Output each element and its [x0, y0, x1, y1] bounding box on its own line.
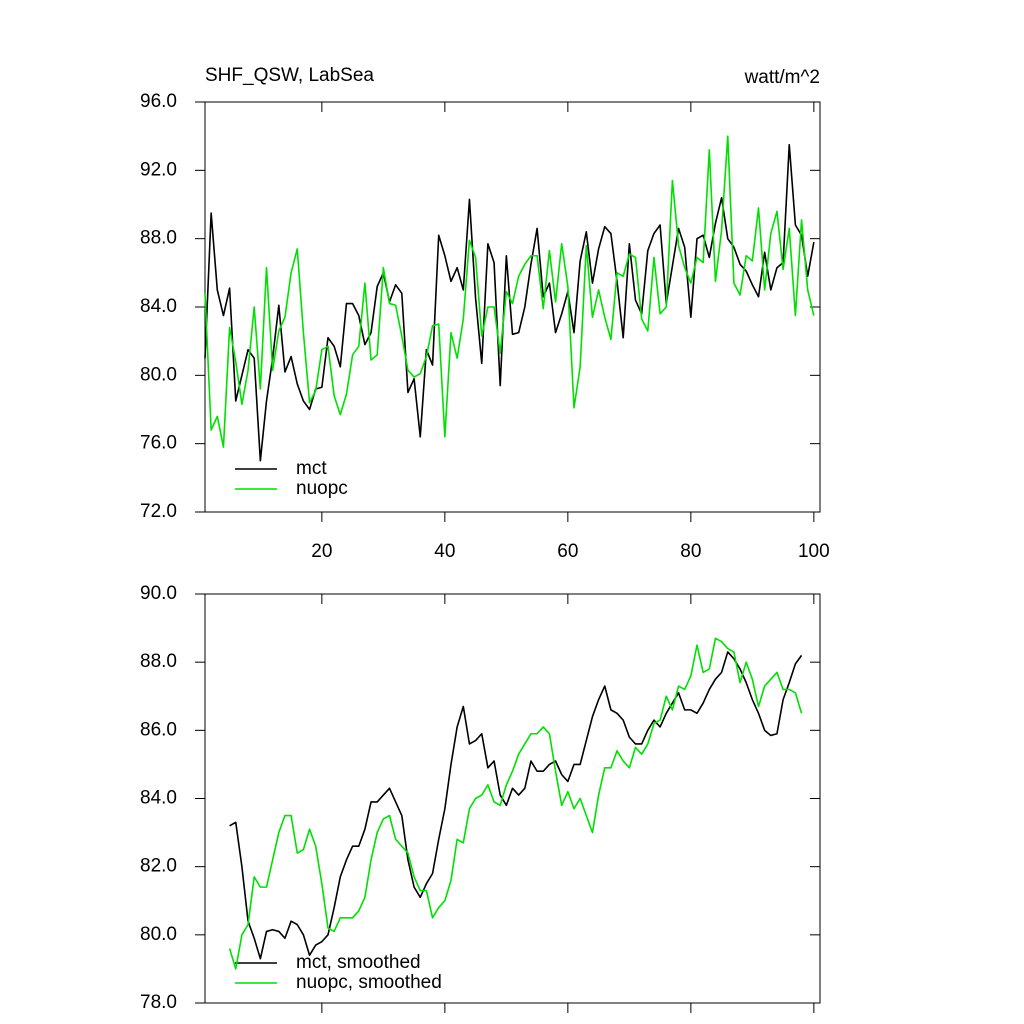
series-line — [228, 637, 803, 970]
x-tick-label: 80 — [680, 541, 701, 562]
y-tick-label: 86.0 — [140, 719, 177, 740]
y-tick-label: 76.0 — [140, 433, 177, 454]
y-tick-label: 92.0 — [140, 159, 177, 180]
y-tick-label: 96.0 — [140, 91, 177, 112]
x-tick-label: 20 — [311, 541, 332, 562]
legend-label: nuopc, smoothed — [296, 972, 442, 993]
chart-title: SHF_QSW, LabSea — [205, 65, 374, 86]
series-line — [204, 135, 815, 448]
legend-label: mct, smoothed — [296, 952, 421, 973]
x-tick-label: 60 — [557, 541, 578, 562]
y-tick-label: 84.0 — [140, 788, 177, 809]
x-tick-label: 40 — [434, 541, 455, 562]
y-tick-label: 90.0 — [140, 583, 177, 604]
y-tick-label: 82.0 — [140, 856, 177, 877]
y-tick-label: 88.0 — [140, 228, 177, 249]
y-tick-label: 84.0 — [140, 296, 177, 317]
plot-frame — [204, 101, 821, 513]
x-tick-label: 100 — [798, 541, 830, 562]
y-tick-label: 80.0 — [140, 924, 177, 945]
series-line — [229, 651, 803, 960]
y-tick-label: 78.0 — [140, 992, 177, 1013]
series-line — [204, 143, 815, 462]
y-tick-label: 72.0 — [140, 501, 177, 522]
y-tick-label: 88.0 — [140, 651, 177, 672]
units-label: watt/m^2 — [744, 67, 820, 88]
plot-frame — [204, 593, 821, 1004]
legend-label: nuopc — [296, 478, 348, 499]
legend-label: mct — [296, 458, 327, 479]
y-tick-label: 80.0 — [140, 364, 177, 385]
